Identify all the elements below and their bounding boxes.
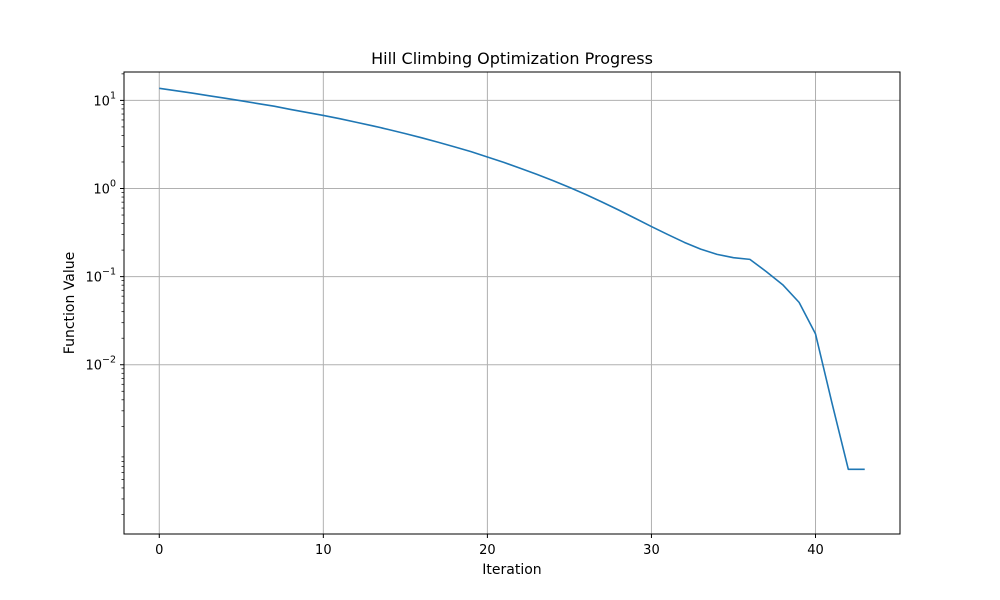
- x-tick-label: 10: [315, 543, 332, 558]
- x-axis-label: Iteration: [482, 562, 541, 578]
- chart-title: Hill Climbing Optimization Progress: [371, 49, 653, 68]
- x-tick-label: 30: [643, 543, 660, 558]
- axis-ticks: 0 10 20 30 40 10−2 10−1 100 101: [85, 73, 824, 558]
- series-line: [159, 87, 865, 471]
- y-axis-label: Function Value: [62, 252, 78, 354]
- y-tick-label: 10−2: [85, 355, 116, 374]
- x-tick-label: 0: [155, 543, 163, 558]
- grid: [124, 72, 900, 534]
- y-tick-label: 100: [93, 179, 116, 198]
- y-tick-label: 101: [93, 90, 116, 109]
- x-tick-label: 40: [807, 543, 824, 558]
- plot-area: [159, 87, 865, 471]
- y-tick-label: 10−1: [85, 267, 116, 286]
- x-tick-label: 20: [479, 543, 496, 558]
